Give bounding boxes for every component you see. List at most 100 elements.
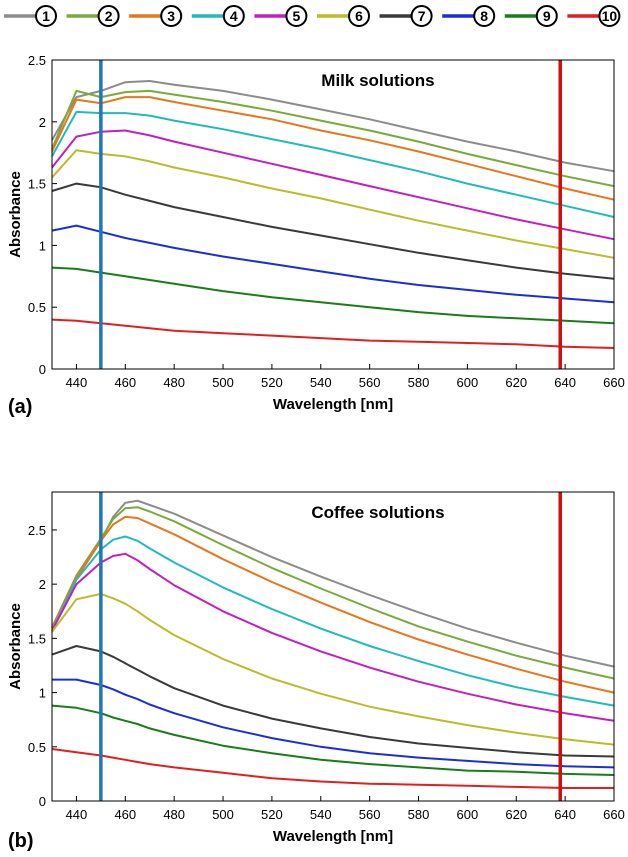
- legend-marker: [410, 5, 433, 27]
- legend-marker: [222, 5, 245, 27]
- legend-marker: [473, 5, 496, 27]
- x-tick-label: 660: [603, 375, 625, 390]
- series-line-9: [51, 266, 615, 325]
- x-tick-label: 480: [163, 375, 185, 390]
- legend-item-9: 9: [504, 5, 558, 27]
- y-tick-label: 2: [39, 577, 46, 592]
- legend: 1 2 3 4 5 6 7 8 9 10: [4, 5, 621, 27]
- legend-label: 4: [230, 8, 238, 24]
- legend-marker: [285, 5, 308, 27]
- legend-item-10: 10: [567, 5, 621, 27]
- series-line-2: [51, 89, 615, 188]
- legend-item-5: 5: [254, 5, 308, 27]
- series-line-10: [51, 748, 614, 789]
- chart-milk-solutions: 440 460 480 500 520 540 560 580 600 620 640 660 0 0.5…: [7, 53, 625, 413]
- legend-marker: [535, 5, 558, 27]
- legend-marker: [97, 5, 120, 27]
- series-line-2: [51, 506, 615, 680]
- x-tick-label: 440: [66, 375, 88, 390]
- chart-title: Milk solutions: [321, 71, 434, 90]
- panel-label-b: (b): [8, 830, 34, 852]
- series-line-3: [51, 515, 615, 694]
- legend-marker: [348, 5, 370, 27]
- legend-label: 5: [293, 8, 301, 24]
- x-tick-label: 520: [261, 807, 283, 822]
- legend-item-1: 1: [4, 5, 57, 27]
- series-line-3: [51, 96, 615, 201]
- x-tick-label: 560: [359, 375, 381, 390]
- x-tick-label: 440: [66, 807, 88, 822]
- series-line-7: [51, 645, 615, 758]
- plot-area: [52, 492, 614, 801]
- legend-item-4: 4: [191, 5, 245, 27]
- series-line-4: [51, 535, 615, 707]
- chart-title: Coffee solutions: [311, 503, 444, 522]
- series-line-6: [51, 592, 615, 746]
- chart-coffee-solutions: 440 460 480 500 520 540 560 580 600 620 640 660 0 0.5…: [7, 491, 625, 845]
- legend-marker: [35, 5, 57, 27]
- y-tick-label: 2.5: [28, 53, 46, 68]
- series-line-4: [51, 110, 615, 218]
- x-tick-label: 500: [212, 375, 234, 390]
- series-line-8: [52, 678, 615, 769]
- x-axis-label: Wavelength [nm]: [273, 828, 393, 845]
- panel-label-a: (a): [8, 396, 33, 418]
- legend-label: 8: [480, 8, 488, 24]
- legend-item-8: 8: [442, 5, 496, 27]
- y-tick-label: 2: [39, 115, 46, 130]
- series-line-5: [51, 552, 615, 722]
- series-line-9: [51, 704, 615, 776]
- y-tick-label: 0.5: [28, 740, 46, 755]
- series-line-1: [51, 80, 615, 173]
- x-tick-label: 580: [408, 807, 430, 822]
- y-tick-label: 1: [39, 238, 46, 253]
- x-tick-label: 540: [310, 807, 332, 822]
- x-axis-label: Wavelength [nm]: [273, 396, 393, 413]
- legend-label: 9: [543, 8, 551, 24]
- series-line-6: [51, 149, 615, 259]
- legend-item-6: 6: [317, 5, 370, 27]
- x-tick-label: 620: [505, 375, 527, 390]
- x-tick-label: 540: [310, 375, 332, 390]
- y-tick-label: 0: [39, 794, 46, 809]
- x-tick-label: 600: [457, 375, 479, 390]
- legend-marker: [160, 5, 183, 27]
- y-tick-label: 0: [39, 362, 46, 377]
- x-tick-label: 460: [114, 807, 136, 822]
- series-line-8: [51, 224, 615, 304]
- legend-label: 1: [42, 8, 50, 24]
- y-tick-label: 0.5: [28, 300, 46, 315]
- x-tick-label: 580: [408, 375, 430, 390]
- series-line-5: [51, 129, 615, 241]
- x-tick-label: 480: [163, 807, 185, 822]
- x-tick-label: 520: [261, 375, 283, 390]
- axes-frame: [51, 59, 615, 370]
- legend-label: 3: [167, 8, 175, 24]
- y-tick-label: 1: [39, 686, 46, 701]
- legend-item-3: 3: [129, 5, 183, 27]
- x-tick-label: 660: [603, 807, 625, 822]
- x-tick-label: 640: [554, 375, 576, 390]
- plot-area: [52, 60, 614, 369]
- x-tick-label: 500: [212, 807, 234, 822]
- x-tick-label: 600: [457, 807, 479, 822]
- x-tick-label: 640: [554, 807, 576, 822]
- x-tick-label: 620: [505, 807, 527, 822]
- y-tick-label: 2.5: [28, 523, 46, 538]
- y-axis-label: Absorbance: [7, 171, 24, 258]
- legend-label: 2: [105, 8, 113, 24]
- legend-label: 6: [355, 8, 363, 24]
- legend-item-2: 2: [66, 5, 120, 27]
- y-tick-label: 1.5: [28, 177, 46, 192]
- legend-item-7: 7: [379, 5, 433, 27]
- y-tick-label: 1.5: [28, 631, 46, 646]
- legend-label: 10: [602, 8, 618, 24]
- axes-frame: [51, 491, 615, 802]
- x-tick-label: 560: [359, 807, 381, 822]
- x-tick-label: 460: [114, 375, 136, 390]
- series-line-10: [51, 318, 615, 349]
- legend-label: 7: [418, 8, 426, 24]
- y-axis-label: Absorbance: [7, 603, 24, 690]
- series-line-7: [51, 182, 615, 280]
